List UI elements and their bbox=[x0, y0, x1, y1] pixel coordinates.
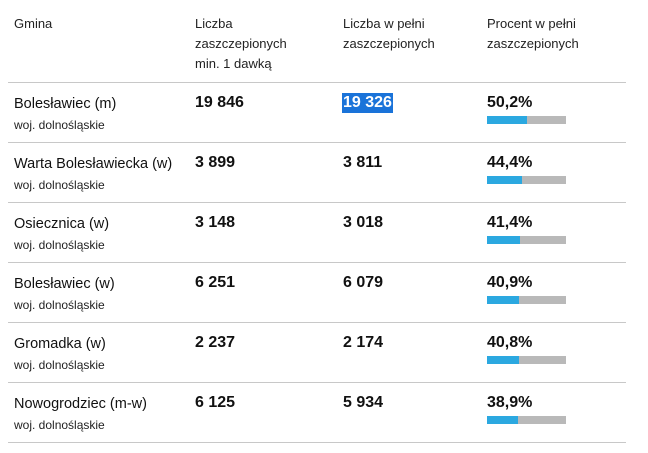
gmina-name: Bolesławiec (m) bbox=[14, 96, 117, 112]
percent-bar bbox=[487, 236, 566, 244]
dose1-count: 19 846 bbox=[195, 94, 244, 111]
gmina-region: woj. dolnośląskie bbox=[14, 298, 105, 312]
percent-bar bbox=[487, 296, 566, 304]
gmina-region: woj. dolnośląskie bbox=[14, 358, 105, 372]
gmina-region: woj. dolnośląskie bbox=[14, 418, 105, 432]
dose1-count: 3 899 bbox=[195, 154, 236, 171]
table-row[interactable]: Warta Bolesławiecka (w) woj. dolnośląski… bbox=[8, 143, 626, 203]
percent-bar bbox=[487, 116, 566, 124]
gmina-name: Osiecznica (w) bbox=[14, 216, 110, 232]
percent-value: 38,9% bbox=[487, 394, 533, 411]
gmina-name: Gromadka (w) bbox=[14, 336, 106, 352]
header-dose1[interactable]: Liczba zaszczepionych min. 1 dawką bbox=[195, 14, 287, 74]
percent-bar-fill bbox=[487, 356, 520, 364]
header-full-line: zaszczepionych bbox=[343, 36, 435, 51]
table-row[interactable]: Bolesławiec (m) woj. dolnośląskie 19 846… bbox=[8, 83, 626, 143]
header-dose1-line: zaszczepionych bbox=[195, 36, 287, 51]
header-full[interactable]: Liczba w pełni zaszczepionych bbox=[343, 14, 435, 54]
gmina-name: Nowogrodziec (m-w) bbox=[14, 396, 147, 412]
header-percent-line: Procent w pełni bbox=[487, 16, 576, 31]
percent-value: 41,4% bbox=[487, 214, 533, 231]
full-count: 5 934 bbox=[343, 394, 384, 411]
header-full-line: Liczba w pełni bbox=[343, 16, 425, 31]
header-percent-line: zaszczepionych bbox=[487, 36, 579, 51]
percent-bar-fill bbox=[487, 116, 527, 124]
percent-value: 44,4% bbox=[487, 154, 533, 171]
dose1-count: 6 251 bbox=[195, 274, 236, 291]
header-dose1-line: min. 1 dawką bbox=[195, 56, 272, 71]
table-header: Gmina Liczba zaszczepionych min. 1 dawką… bbox=[8, 0, 626, 83]
table-body: Bolesławiec (m) woj. dolnośląskie 19 846… bbox=[8, 83, 626, 443]
gmina-region: woj. dolnośląskie bbox=[14, 118, 105, 132]
percent-bar-fill bbox=[487, 236, 520, 244]
table-row[interactable]: Bolesławiec (w) woj. dolnośląskie 6 251 … bbox=[8, 263, 626, 323]
gmina-region: woj. dolnośląskie bbox=[14, 238, 105, 252]
dose1-count: 2 237 bbox=[195, 334, 236, 351]
percent-value: 40,9% bbox=[487, 274, 533, 291]
header-gmina[interactable]: Gmina bbox=[14, 16, 53, 31]
percent-bar bbox=[487, 356, 566, 364]
full-count: 3 811 bbox=[343, 154, 383, 171]
percent-value: 50,2% bbox=[487, 94, 533, 111]
full-count: 2 174 bbox=[343, 334, 384, 351]
dose1-count: 6 125 bbox=[195, 394, 236, 411]
percent-bar bbox=[487, 416, 566, 424]
percent-bar-fill bbox=[487, 416, 518, 424]
header-percent[interactable]: Procent w pełni zaszczepionych bbox=[487, 14, 579, 54]
header-dose1-line: Liczba bbox=[195, 16, 233, 31]
percent-bar bbox=[487, 176, 566, 184]
full-count-selected[interactable]: 19 326 bbox=[342, 93, 393, 113]
table-row[interactable]: Nowogrodziec (m-w) woj. dolnośląskie 6 1… bbox=[8, 383, 626, 443]
percent-bar-fill bbox=[487, 296, 520, 304]
percent-bar-fill bbox=[487, 176, 523, 184]
gmina-region: woj. dolnośląskie bbox=[14, 178, 105, 192]
vaccination-table: Gmina Liczba zaszczepionych min. 1 dawką… bbox=[8, 0, 626, 443]
gmina-name: Warta Bolesławiecka (w) bbox=[14, 156, 173, 172]
table-row[interactable]: Osiecznica (w) woj. dolnośląskie 3 148 3… bbox=[8, 203, 626, 263]
full-count: 6 079 bbox=[343, 274, 384, 291]
table-row[interactable]: Gromadka (w) woj. dolnośląskie 2 237 2 1… bbox=[8, 323, 626, 383]
dose1-count: 3 148 bbox=[195, 214, 236, 231]
percent-value: 40,8% bbox=[487, 334, 533, 351]
full-count: 3 018 bbox=[343, 214, 384, 231]
gmina-name: Bolesławiec (w) bbox=[14, 276, 115, 292]
